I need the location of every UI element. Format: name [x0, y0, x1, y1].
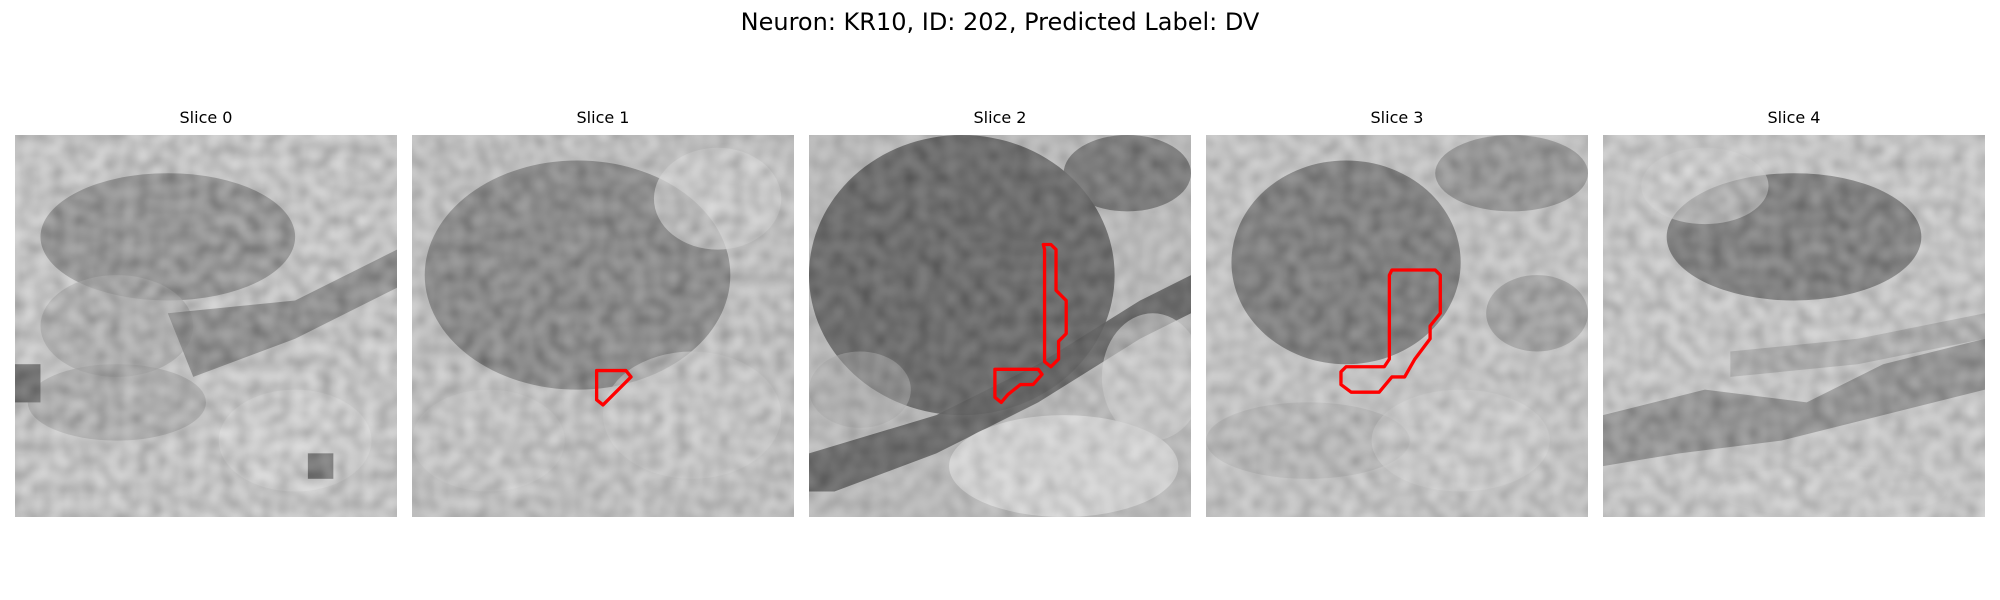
slice-image-2 — [809, 135, 1191, 517]
roi-contour — [1339, 268, 1442, 394]
slice-image-4 — [1603, 135, 1985, 517]
slice-title: Slice 1 — [576, 108, 630, 127]
slice-image-0 — [15, 135, 397, 517]
slice-image-3 — [1206, 135, 1588, 517]
slice-title: Slice 3 — [1370, 108, 1424, 127]
slice-title: Slice 2 — [973, 108, 1027, 127]
figure-title: Neuron: KR10, ID: 202, Predicted Label: … — [740, 8, 1260, 36]
slice-image-1 — [412, 135, 794, 517]
roi-contour — [1041, 242, 1068, 369]
roi-contour — [594, 368, 633, 407]
slice-title: Slice 4 — [1767, 108, 1821, 127]
roi-contour — [993, 367, 1044, 405]
slice-title: Slice 0 — [179, 108, 233, 127]
